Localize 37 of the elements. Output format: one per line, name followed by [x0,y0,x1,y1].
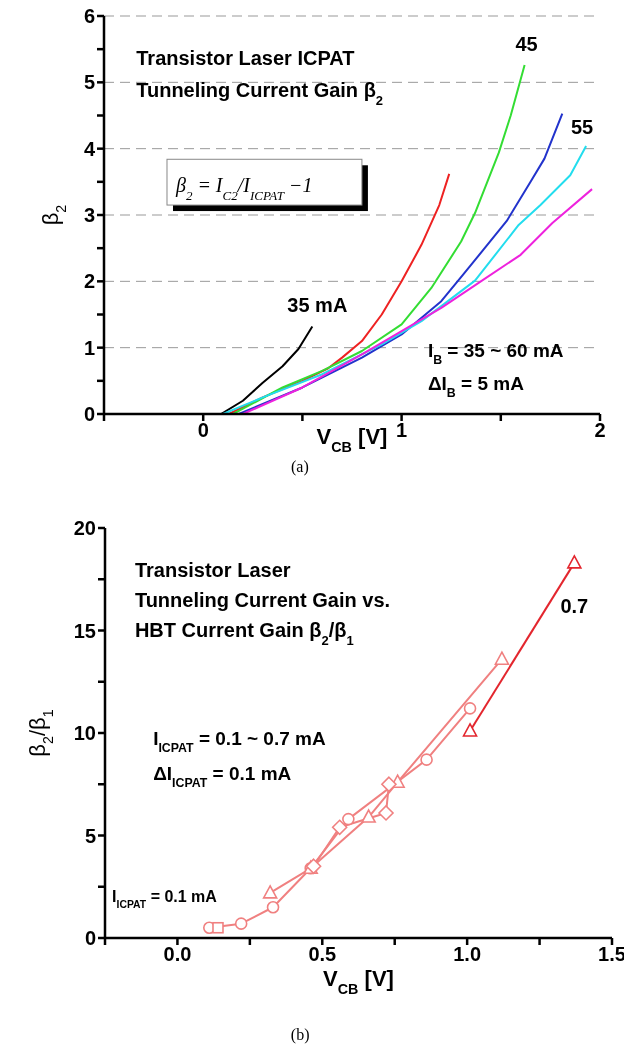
annotation: Tunneling Current Gain β$_{2}$ [136,79,384,108]
y-tick-label: 4 [83,137,96,160]
annotation: I$_{ICPAT}$ = 0.1 ~ 0.7 mA [153,727,326,755]
annotation: Transistor Laser [134,559,291,582]
y-tick-label: 0 [84,927,96,950]
annotation: Tunneling Current Gain vs. [134,589,391,612]
annotation: Transistor Laser ICPAT [136,46,355,69]
x-axis-title: V$_{CB}$ [V] [323,966,394,997]
annotation: HBT Current Gain β$_{2}$/β$_{1}$ [134,619,354,648]
annotation: ΔI$_{B}$ = 5 mA [427,373,525,401]
series-label: 45 [515,33,538,56]
x-axis-title: V$_{CB}$ [V] [316,424,388,455]
series-label: 35 mA [287,294,348,317]
annotation: ΔI$_{ICPAT}$ = 0.1 mA [153,763,292,791]
x-tick-label: 1 [396,419,408,442]
series-label: 0.7 [560,594,589,617]
annotation: I$_{ICPAT}$ = 0.1 mA [112,887,218,910]
y-tick-label: 10 [73,722,96,745]
y-tick-label: 20 [73,517,96,540]
y-tick-label: 0 [83,403,95,426]
y-tick-label: 6 [83,5,95,28]
text: (b) [290,1026,310,1045]
y-tick-label: 1 [83,336,95,359]
y-tick-label: 5 [84,824,96,847]
x-tick-label: 1.0 [453,943,482,966]
x-tick-label: 0.0 [163,943,192,966]
x-tick-label: 0.5 [308,943,337,966]
y-tick-label: 3 [83,204,95,227]
annotation: β$_{2}$ = I$_{C2}$/I$_{ICPAT}$ −1 [174,173,313,203]
x-tick-label: 2 [594,419,606,442]
y-tick-label: 15 [73,619,96,642]
series-label: 55 [570,116,594,139]
x-tick-label: 0 [197,419,209,442]
text: (a) [291,457,309,476]
y-tick-label: 5 [83,71,95,94]
annotation: I$_{B}$ = 35 ~ 60 mA [427,340,564,368]
y-tick-label: 2 [83,270,95,293]
